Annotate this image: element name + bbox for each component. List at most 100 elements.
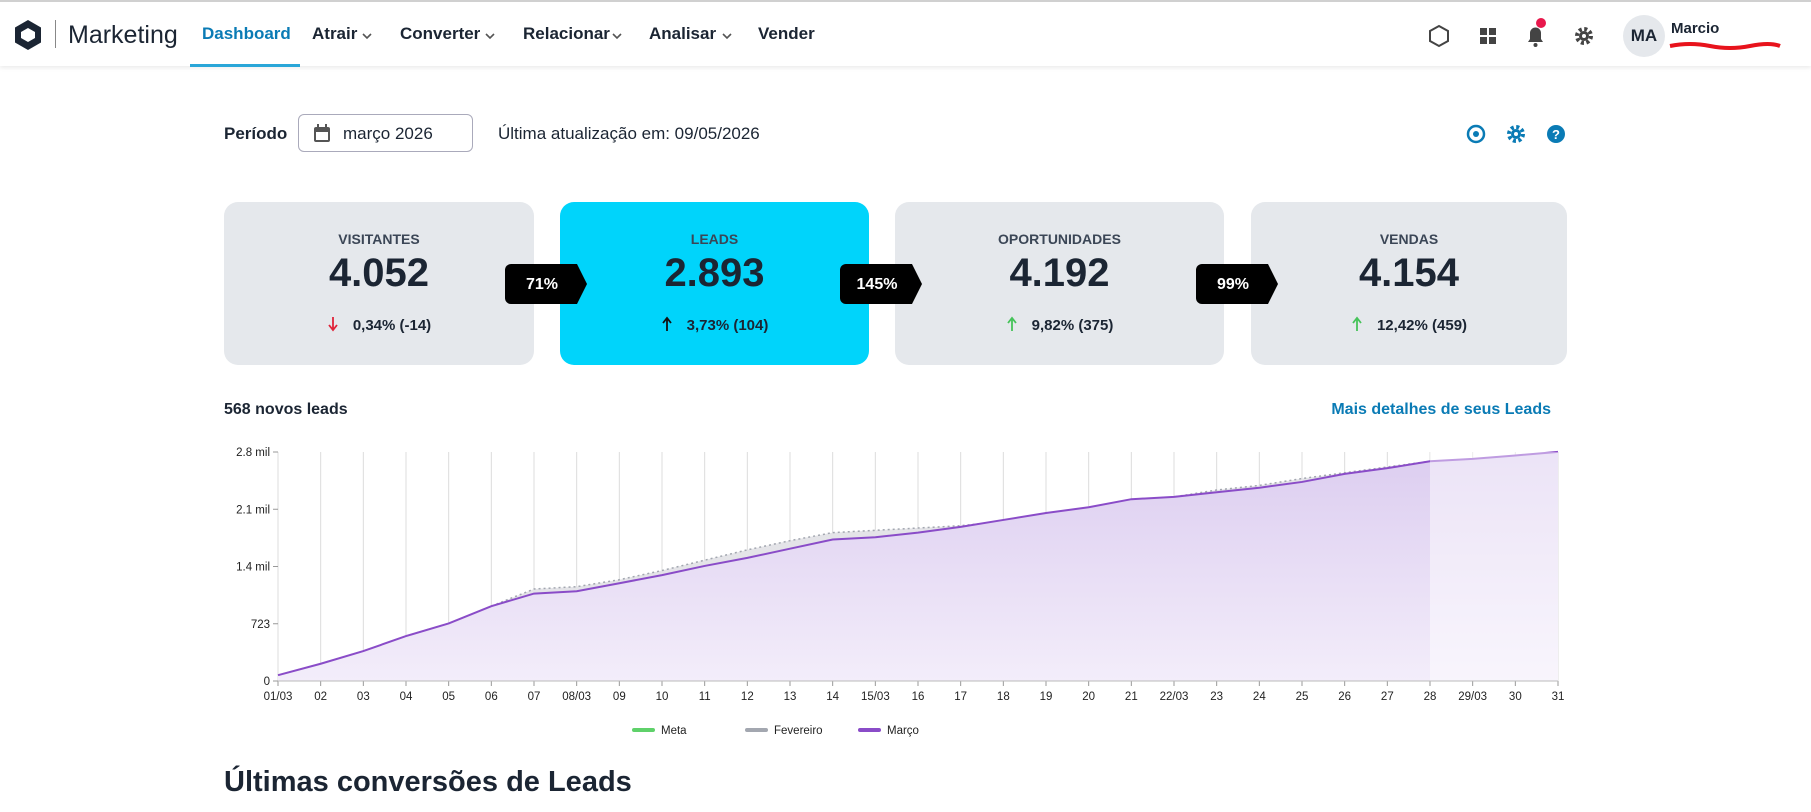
x-tick-label: 15/03 [861, 691, 890, 703]
kpi-value: 4.192 [1009, 251, 1110, 295]
kpi-change: 0,34% (-14) [352, 317, 432, 334]
kpi-change-row: 12,42% (459) [1251, 316, 1567, 334]
kpi-label: VISITANTES [338, 231, 420, 247]
kpi-arrow [1352, 316, 1362, 331]
x-tick-label: 02 [314, 691, 327, 703]
nav-item[interactable]: Relacionar [523, 24, 610, 43]
y-tick-label: 2.8 mil [236, 447, 270, 459]
top-nav: Marketing Dashboard Atrair Converter Rel… [0, 0, 1811, 67]
kpi-card[interactable]: LEADS 2.893 3,73% (104) [560, 202, 869, 365]
x-tick-label: 17 [954, 691, 967, 703]
x-tick-label: 31 [1552, 691, 1565, 703]
kpi-change: 3,73% (104) [686, 317, 769, 334]
icon-hex[interactable] [1429, 24, 1449, 48]
x-tick-label: 04 [400, 691, 413, 703]
kpi-card[interactable]: VENDAS 4.154 12,42% (459) [1251, 202, 1567, 365]
icon-settings[interactable] [1575, 27, 1593, 45]
period-label: Período [224, 124, 288, 143]
svg-text:?: ? [1552, 127, 1560, 142]
y-tick-label: 1.4 mil [236, 562, 270, 574]
x-tick-label: 24 [1253, 691, 1266, 703]
chart: 01/03 02 03 04 05 06 07 08/03 09 10 11 12 13 14 15/03 1… [236, 447, 1565, 737]
redaction [1669, 42, 1781, 50]
kpi-value: 4.154 [1358, 251, 1460, 295]
x-tick-label: 07 [528, 691, 541, 703]
icon-config[interactable] [1507, 125, 1525, 143]
x-tick-label: 18 [997, 691, 1010, 703]
nav-icons: MA Marcio [362, 15, 1781, 57]
x-tick-label: 27 [1381, 691, 1394, 703]
x-tick-label: 14 [826, 691, 839, 703]
chevrons [362, 33, 732, 40]
kpi-change: 12,42% (459) [1376, 317, 1468, 334]
x-tick-label: 23 [1210, 691, 1223, 703]
icon-apps[interactable] [1480, 28, 1496, 44]
conversion-rate: 99% [1217, 276, 1249, 293]
x-tick-label: 20 [1082, 691, 1095, 703]
nav-item[interactable]: Converter [400, 24, 481, 43]
conversion-badge: 145% [840, 264, 922, 304]
logo [15, 20, 41, 50]
x-tick-label: 19 [1040, 691, 1053, 703]
badge-shape [840, 264, 922, 304]
badge-shape [1196, 264, 1278, 304]
y-tick-label: 0 [264, 676, 270, 688]
kpi-label: VENDAS [1379, 231, 1439, 247]
conversion-badge: 99% [1196, 264, 1278, 304]
x-tick-label: 16 [912, 691, 925, 703]
last-update: Última atualização em: 09/05/2026 [498, 124, 760, 143]
kpi-arrow [1006, 316, 1017, 331]
y-tick-label: 723 [251, 619, 270, 631]
arrow-shape [1006, 316, 1017, 331]
nav-item[interactable]: Dashboard [202, 24, 291, 43]
icon-help[interactable]: ? [1547, 125, 1565, 143]
period-picker[interactable]: março 2026 [298, 114, 473, 152]
toolbar-icons: ? [1466, 124, 1565, 144]
active-underline [190, 64, 300, 67]
kpi-value: 2.893 [664, 251, 765, 295]
conversion-badge: 71% [505, 264, 587, 304]
nav-item[interactable]: Analisar [649, 24, 717, 43]
summary: 568 novos leads [224, 401, 348, 418]
kpi-value: 4.052 [328, 251, 430, 295]
x-tick-label: 01/03 [264, 691, 293, 703]
x-tick-label: 12 [741, 691, 754, 703]
details-link[interactable]: Mais detalhes de seus Leads [1331, 401, 1551, 418]
kpi-change-row: 0,34% (-14) [224, 316, 534, 334]
x-tick-label: 13 [784, 691, 797, 703]
line [277, 450, 1559, 677]
kpi-change-row: 9,82% (375) [895, 316, 1224, 334]
conversion-rate: 71% [526, 276, 558, 293]
arrow-shape [661, 316, 672, 331]
kpi-arrow [661, 316, 672, 331]
x-tick-label: 25 [1296, 691, 1309, 703]
kpi-change-row: 3,73% (104) [560, 316, 869, 334]
kpi-label: OPORTUNIDADES [998, 231, 1121, 247]
divider [55, 20, 56, 48]
legend-label: Meta [661, 725, 687, 737]
calendar-icon [314, 124, 330, 142]
legend-label: Fevereiro [774, 725, 823, 737]
user-name: Marcio [1671, 20, 1719, 37]
nav-item[interactable]: Vender [758, 24, 815, 43]
nav-item[interactable]: Atrair [312, 24, 358, 43]
x-tick-label: 11 [699, 691, 711, 703]
kpi-card[interactable]: VISITANTES 4.052 0,34% (-14) [224, 202, 534, 365]
legend-label: Março [887, 725, 919, 737]
avatar[interactable] [1623, 15, 1665, 57]
kpi-card[interactable]: OPORTUNIDADES 4.192 9,82% (375) [895, 202, 1224, 365]
app-name: Marketing [68, 21, 178, 49]
icon-bell[interactable] [1528, 18, 1546, 47]
future-shade [1430, 452, 1558, 681]
period-value: março 2026 [343, 124, 433, 143]
x-tick-label: 09 [613, 691, 626, 703]
badge-shape [505, 264, 587, 304]
kpi-label: LEADS [690, 231, 739, 247]
area [278, 451, 1558, 681]
arrow-shape [1352, 316, 1362, 331]
y-tick-label: 2.1 mil [236, 504, 270, 516]
icon-goal[interactable] [1466, 124, 1486, 144]
x-tick-label: 29/03 [1458, 691, 1487, 703]
arrow-shape [328, 317, 338, 332]
